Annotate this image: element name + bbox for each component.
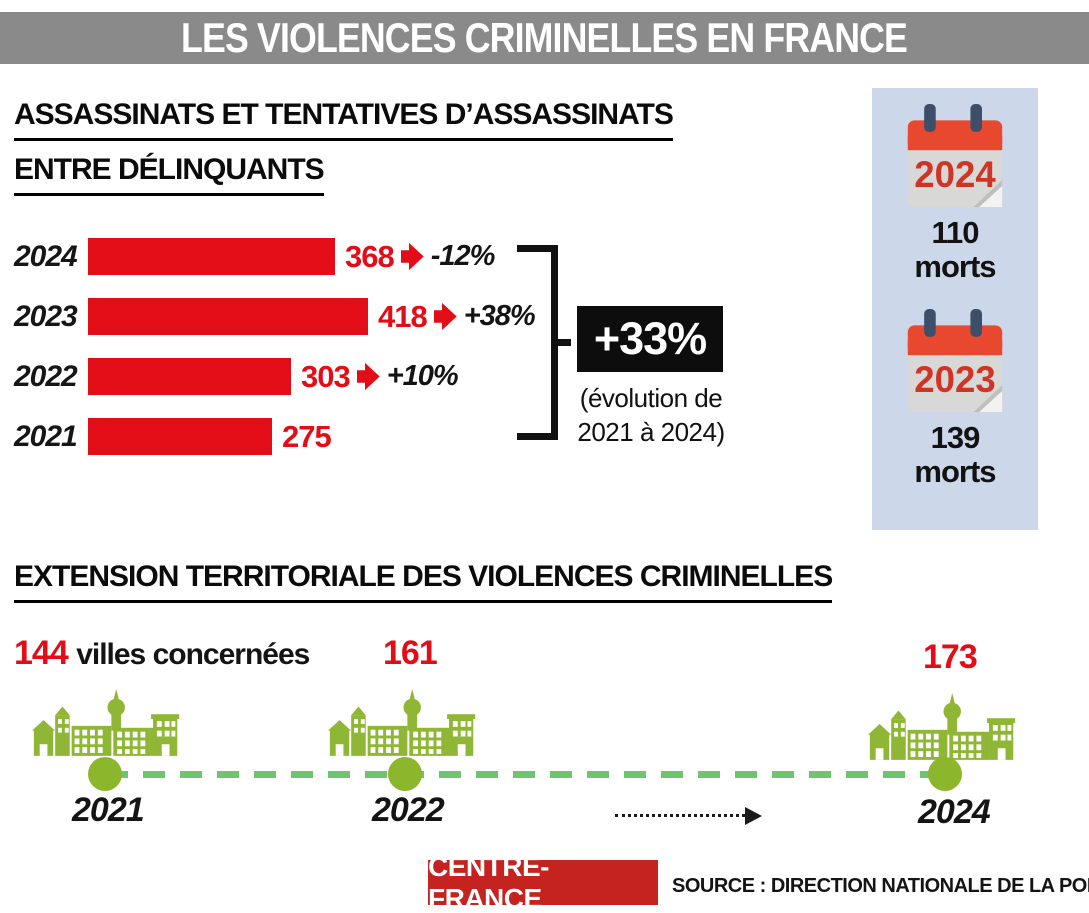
calendar-year: 2023 [914,359,995,400]
timeline-arrow-head-icon [745,807,762,825]
timeline-year: 2024 [918,793,991,831]
section-title-line1: ASSASSINATS ET TENTATIVES D’ASSASSINATS [14,98,674,141]
timeline-value-2022: 161 [383,634,438,672]
bar-year-label: 2024 [14,239,78,273]
deaths-count: 139 [930,420,981,455]
bar-fill [88,418,272,455]
bar-row: 2023 418 +38% [14,298,559,335]
timeline-year: 2021 [72,791,145,829]
deaths-unit: morts [914,249,996,284]
bar-change-label: -12% [430,240,496,272]
cities-unit: villes concernées [76,638,310,671]
bar-value: 275 [282,418,332,454]
trend-arrow-icon [433,302,457,331]
timeline-dot [88,757,122,791]
section-title-line: EXTENSION TERRITORIALE DES VIOLENCES CRI… [14,560,833,603]
bar-year-label: 2023 [14,299,78,333]
bar-row: 2024 368 -12% [14,238,559,275]
timeline-year: 2022 [372,791,445,829]
evolution-caption: (évolution de 2021 à 2024) [558,381,744,449]
evolution-caption-line1: (évolution de [579,383,723,413]
evolution-badge: +33% [577,306,723,372]
bar-fill [88,298,368,335]
brand-badge: CENTRE-FRANCE [428,851,658,913]
bracket-top [517,245,558,252]
bar-change-label: +38% [463,300,536,332]
deaths-panel: 2024 110 morts 2023 139 morts [872,88,1038,530]
timeline-dashed-line [106,771,949,778]
city-skyline-icon [31,689,180,756]
cities-count: 144 [14,634,69,672]
section-extension-title: EXTENSION TERRITORIALE DES VIOLENCES CRI… [14,560,833,615]
bar-row: 2022 303 +10% [14,358,559,395]
calendar-icon: 2023 [907,308,1003,413]
bar-value: 368 [345,238,395,274]
timeline-value-2024: 173 [923,638,978,676]
bar-fill [88,238,335,275]
timeline-value-2021: 144 villes concernées [14,634,310,673]
bracket-vertical [551,245,558,440]
page-title: LES VIOLENCES CRIMINELLES EN FRANCE [181,14,909,61]
bar-year-label: 2021 [14,419,78,453]
trend-arrow-icon [400,242,424,271]
bar-row: 2021 275 [14,418,559,455]
source-credit: SOURCE : DIRECTION NATIONALE DE LA POLIC… [672,875,1089,897]
city-skyline-icon [327,689,476,756]
bar-value: 418 [378,298,428,334]
section-assassinats-title: ASSASSINATS ET TENTATIVES D’ASSASSINATS … [14,98,674,208]
bar-value: 303 [301,358,351,394]
header-banner: LES VIOLENCES CRIMINELLES EN FRANCE [0,12,1089,64]
trend-arrow-icon [356,362,380,391]
city-skyline-icon [867,693,1016,760]
timeline-dot [388,757,422,791]
deaths-unit: morts [914,454,996,489]
section-title-line2: ENTRE DÉLINQUANTS [14,153,325,196]
deaths-count: 110 [931,215,979,250]
calendar-year: 2024 [914,154,996,195]
bar-year-label: 2022 [14,359,78,393]
bar-fill [88,358,291,395]
evolution-caption-line2: 2021 à 2024) [577,417,725,447]
bar-change-label: +10% [386,360,459,392]
timeline-dot [928,757,962,791]
timeline-arrow-icon [615,814,745,817]
calendar-icon: 2024 [907,103,1003,208]
bar-chart: 2024 368 -12% 2023 418 +38% 2022 303 +10… [14,238,559,478]
bracket-bottom [517,433,558,440]
bracket-tick [558,339,571,346]
